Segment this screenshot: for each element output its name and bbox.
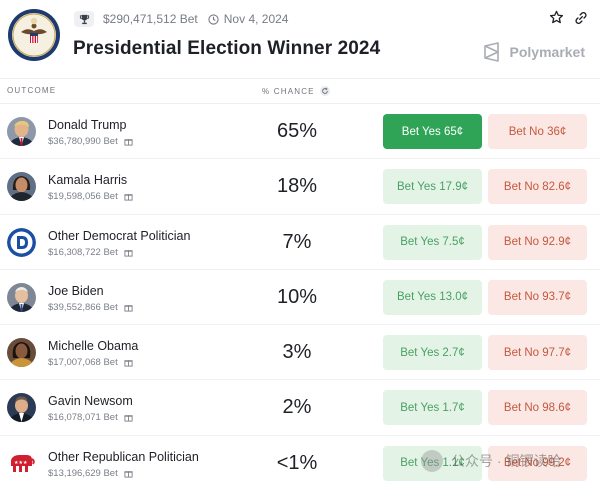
candidate-volume: $19,598,056 Bet	[48, 191, 133, 202]
column-header-outcome: OUTCOME	[7, 86, 57, 95]
clock-icon	[208, 13, 219, 25]
candidate-name: Michelle Obama	[48, 339, 139, 354]
kamala-harris-avatar	[7, 172, 36, 202]
watermark-text: 公众号 · 铜锣读哈	[451, 453, 562, 469]
chance-value: 10%	[276, 285, 318, 308]
bet-no-button[interactable]: Bet No 93.7¢	[488, 279, 587, 315]
polymarket-icon	[483, 42, 499, 62]
divider	[0, 103, 600, 104]
gift-icon[interactable]	[124, 137, 133, 146]
bet-yes-button[interactable]: Bet Yes 13.0¢	[383, 279, 482, 315]
column-header-chance: % CHANCE	[262, 86, 330, 96]
star-icon[interactable]	[549, 10, 564, 30]
outcome-row-other-democrat[interactable]: Other Democrat Politician $16,308,722 Be…	[0, 215, 600, 270]
outcome-row-michelle-obama[interactable]: Michelle Obama $17,007,068 Bet 3% Bet Ye…	[0, 325, 600, 381]
market-meta: $290,471,512 Bet Nov 4, 2024	[74, 11, 288, 27]
volume-text: $39,552,866 Bet	[48, 301, 118, 313]
candidate-volume: $16,078,071 Bet	[48, 412, 133, 423]
outcome-row-joe-biden[interactable]: Joe Biden $39,552,866 Bet 10% Bet Yes 13…	[0, 270, 600, 326]
divider	[0, 78, 600, 79]
gift-icon[interactable]	[124, 248, 133, 257]
presidential-seal-icon	[7, 8, 61, 62]
candidate-volume: $17,007,068 Bet	[48, 357, 133, 368]
candidate-volume: $16,308,722 Bet	[48, 247, 133, 258]
bet-yes-button[interactable]: Bet Yes 17.9¢	[383, 169, 482, 205]
refresh-icon[interactable]	[319, 86, 330, 96]
outcome-list: Donald Trump $36,780,990 Bet 65% Bet Yes…	[0, 104, 600, 491]
outcome-row-gavin-newsom[interactable]: Gavin Newsom $16,078,071 Bet 2% Bet Yes …	[0, 380, 600, 436]
bet-yes-button[interactable]: Bet Yes 1.7¢	[383, 390, 482, 426]
bet-yes-button[interactable]: Bet Yes 1.1¢	[383, 445, 482, 481]
candidate-name: Other Democrat Politician	[48, 228, 191, 243]
brand-name: Polymarket	[509, 44, 585, 60]
bet-yes-button[interactable]: Bet Yes 2.7¢	[383, 335, 482, 371]
candidate-name: Other Republican Politician	[48, 449, 199, 464]
chance-value: 65%	[276, 120, 318, 142]
volume-text: $16,308,722 Bet	[48, 246, 118, 258]
gavin-newsom-avatar	[7, 393, 36, 423]
candidate-volume: $13,196,629 Bet	[48, 468, 133, 479]
michelle-obama-avatar	[7, 338, 36, 368]
page-title: Presidential Election Winner 2024	[73, 38, 381, 59]
outcome-row-other-republican[interactable]: ★★★ Other Republican Politician $13,196,…	[0, 436, 600, 491]
end-date: Nov 4, 2024	[223, 12, 289, 26]
trophy-icon	[74, 11, 94, 27]
bet-no-button[interactable]: Bet No 99.2¢	[488, 445, 587, 481]
gift-icon[interactable]	[124, 303, 133, 312]
gift-icon[interactable]	[124, 469, 133, 478]
bet-no-button[interactable]: Bet No 36¢	[488, 114, 587, 149]
polymarket-logo[interactable]: Polymarket	[482, 42, 585, 62]
chance-value: <1%	[276, 451, 318, 474]
candidate-name: Joe Biden	[48, 283, 104, 298]
volume-text: $19,598,056 Bet	[48, 191, 118, 203]
market-header: $290,471,512 Bet Nov 4, 2024 Presidentia…	[0, 0, 600, 78]
outcome-row-donald-trump[interactable]: Donald Trump $36,780,990 Bet 65% Bet Yes…	[0, 104, 600, 160]
candidate-name: Donald Trump	[48, 118, 127, 132]
bet-yes-button[interactable]: Bet Yes 7.5¢	[383, 224, 482, 260]
volume-text: $36,780,990 Bet	[48, 136, 118, 147]
outcome-row-kamala-harris[interactable]: Kamala Harris $19,598,056 Bet 18% Bet Ye…	[0, 159, 600, 215]
volume-text: $16,078,071 Bet	[48, 412, 118, 424]
chance-header-label: % CHANCE	[262, 86, 315, 96]
donald-trump-avatar	[7, 117, 36, 146]
volume-text: $13,196,629 Bet	[48, 467, 118, 479]
democrat-logo-icon	[7, 227, 36, 257]
gift-icon[interactable]	[124, 192, 133, 201]
watermark: 公众号 · 铜锣读哈	[421, 450, 561, 472]
candidate-volume: $36,780,990 Bet	[48, 136, 133, 147]
link-icon[interactable]	[574, 11, 588, 30]
bet-no-button[interactable]: Bet No 97.7¢	[488, 335, 587, 371]
chance-value: 3%	[282, 341, 312, 364]
volume-text: $17,007,068 Bet	[48, 357, 118, 369]
wechat-logo-icon	[421, 450, 443, 472]
joe-biden-avatar	[7, 282, 36, 312]
total-volume: $290,471,512 Bet	[103, 12, 198, 26]
candidate-name: Gavin Newsom	[48, 394, 133, 409]
republican-logo-icon: ★★★	[7, 448, 36, 478]
chance-value: 2%	[282, 396, 312, 419]
svg-text:★★★: ★★★	[14, 460, 28, 466]
candidate-name: Kamala Harris	[48, 173, 128, 188]
bet-yes-button[interactable]: Bet Yes 65¢	[383, 114, 482, 149]
bet-no-button[interactable]: Bet No 98.6¢	[488, 390, 587, 426]
chance-value: 18%	[276, 175, 318, 198]
chance-value: 7%	[282, 230, 312, 253]
bet-no-button[interactable]: Bet No 92.9¢	[488, 224, 587, 260]
gift-icon[interactable]	[124, 413, 133, 423]
candidate-volume: $39,552,866 Bet	[48, 302, 133, 313]
bet-no-button[interactable]: Bet No 82.6¢	[488, 169, 587, 205]
gift-icon[interactable]	[124, 358, 133, 367]
